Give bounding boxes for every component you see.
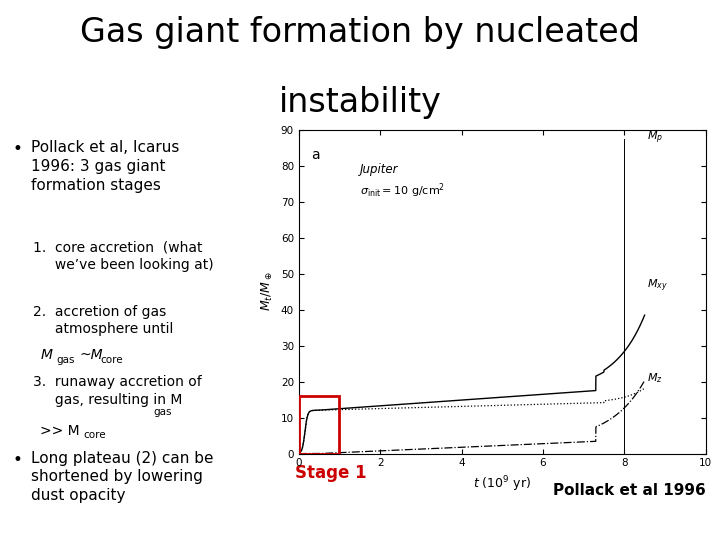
Text: Pollack et al, Icarus
1996: 3 gas giant
formation stages: Pollack et al, Icarus 1996: 3 gas giant …: [31, 140, 179, 193]
Text: Stage 1: Stage 1: [295, 464, 366, 482]
Text: instability: instability: [279, 86, 441, 119]
Text: >> M: >> M: [40, 424, 80, 438]
Text: Stage 3: Stage 3: [592, 211, 663, 228]
Text: $M_p$: $M_p$: [647, 130, 663, 146]
Text: •: •: [13, 451, 23, 469]
Text: core: core: [101, 355, 123, 365]
Text: 3.  runaway accretion of
     gas, resulting in M: 3. runaway accretion of gas, resulting i…: [33, 375, 202, 407]
Text: M: M: [40, 348, 53, 362]
Text: •: •: [13, 140, 23, 158]
Text: gas: gas: [153, 407, 172, 417]
Text: $\sigma_{\rm init} = 10\ \mathrm{g/cm^2}$: $\sigma_{\rm init} = 10\ \mathrm{g/cm^2}…: [360, 181, 445, 200]
Text: ~M: ~M: [79, 348, 103, 362]
Text: a: a: [311, 147, 320, 161]
Text: Stage 2: Stage 2: [429, 308, 500, 326]
Text: 1.  core accretion  (what
     we’ve been looking at): 1. core accretion (what we’ve been looki…: [33, 240, 214, 272]
Bar: [299, 396, 340, 454]
Text: Pollack et al 1996: Pollack et al 1996: [553, 483, 706, 498]
Text: Jupiter: Jupiter: [360, 163, 398, 176]
Y-axis label: $M_t/M_\oplus$: $M_t/M_\oplus$: [260, 272, 275, 312]
Text: 2.  accretion of gas
     atmosphere until: 2. accretion of gas atmosphere until: [33, 305, 174, 336]
Text: $M_{xy}$: $M_{xy}$: [647, 278, 667, 294]
Text: Long plateau (2) can be
shortened by lowering
dust opacity: Long plateau (2) can be shortened by low…: [31, 451, 213, 503]
Text: Gas giant formation by nucleated: Gas giant formation by nucleated: [80, 16, 640, 49]
Text: gas: gas: [56, 355, 75, 365]
Text: core: core: [84, 430, 106, 441]
X-axis label: $t\ (10^9\ \mathrm{yr})$: $t\ (10^9\ \mathrm{yr})$: [473, 474, 531, 494]
Text: $M_z$: $M_z$: [647, 372, 662, 386]
